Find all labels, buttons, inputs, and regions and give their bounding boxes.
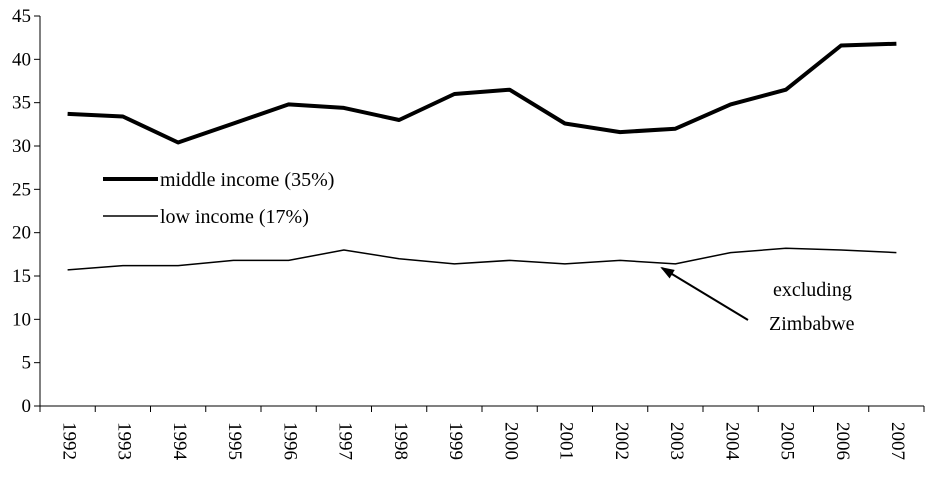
x-axis: 1992 1993 1994 1995 1996 1997 1998 1999 2000 2001… <box>39 405 925 461</box>
y-tick-label: 40 <box>12 49 31 70</box>
x-tick-label: 2001 <box>556 422 577 460</box>
y-tick-label: 45 <box>12 6 31 27</box>
x-tick-label: 2000 <box>500 422 521 460</box>
annotation-text-line-1: excluding <box>773 279 852 301</box>
plot-series <box>67 41 897 271</box>
x-tick-label: 1999 <box>445 422 466 460</box>
annotation-text-line-2: Zimbabwe <box>769 313 855 335</box>
x-tick-label: 2007 <box>887 422 908 460</box>
x-tick-label: 2002 <box>611 422 632 460</box>
x-tick-label: 1994 <box>169 422 190 461</box>
series-line-low-income <box>67 247 897 271</box>
x-tick-label: 1998 <box>390 422 411 460</box>
x-tick-label: 1996 <box>279 422 300 460</box>
x-tick-label: 2004 <box>721 422 742 461</box>
x-tick-label: 2005 <box>777 422 798 460</box>
y-tick-label: 10 <box>12 309 31 330</box>
y-axis: 0 5 10 15 20 25 30 35 40 45 <box>12 6 41 417</box>
y-tick-label: 20 <box>12 223 31 244</box>
annotation-arrow <box>660 266 749 321</box>
x-tick-label: 1997 <box>335 422 356 460</box>
legend: middle income (35%) low income (17%) <box>103 169 334 228</box>
y-tick-label: 15 <box>12 266 31 287</box>
annotation: excluding Zimbabwe <box>660 266 855 335</box>
x-tick-label: 1993 <box>114 422 135 460</box>
y-tick-label: 25 <box>12 179 31 200</box>
y-tick-label: 35 <box>12 93 31 114</box>
series-line-middle-income <box>67 41 897 145</box>
x-tick-label: 2003 <box>666 422 687 460</box>
x-tick-label: 2006 <box>832 422 853 460</box>
y-tick-label: 0 <box>22 396 32 417</box>
x-tick-label: 1995 <box>224 422 245 460</box>
legend-label-low-income: low income (17%) <box>160 206 309 228</box>
y-tick-label: 5 <box>22 353 32 374</box>
x-tick-label: 1992 <box>58 422 79 460</box>
y-tick-label: 30 <box>12 136 31 157</box>
legend-label-middle-income: middle income (35%) <box>160 169 334 191</box>
